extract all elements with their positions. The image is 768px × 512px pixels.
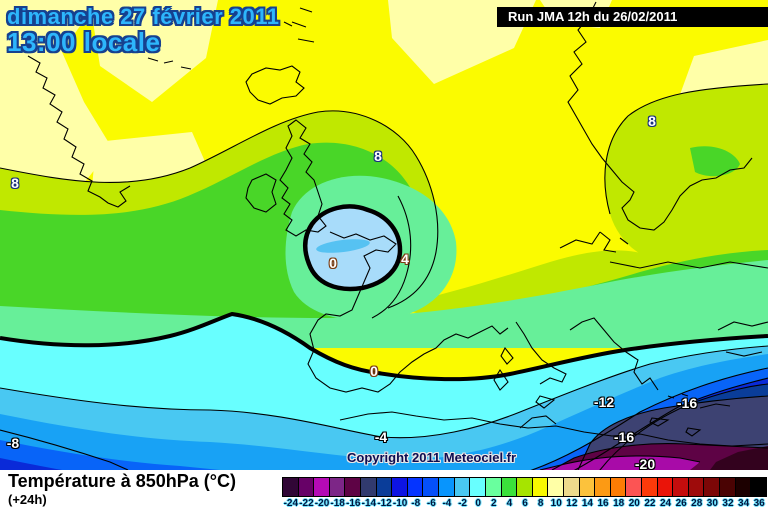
legend-cell xyxy=(594,477,611,497)
legend-value: 14 xyxy=(581,498,593,509)
legend-cell xyxy=(578,477,596,497)
legend-cell xyxy=(672,477,689,497)
legend-cell xyxy=(344,477,362,497)
run-info-box: Run JMA 12h du 26/02/2011 xyxy=(497,7,768,27)
legend-cell xyxy=(469,477,486,497)
legend-value: 18 xyxy=(613,498,625,509)
map-area: dimanche 27 février 2011 13:00 locale Ru… xyxy=(0,0,768,470)
copyright-text: Copyright 2011 Meteociel.fr xyxy=(347,450,517,465)
isotherm-label: -16 xyxy=(676,395,698,411)
legend-cell xyxy=(484,477,502,497)
legend-cell xyxy=(547,477,564,497)
legend-cell xyxy=(375,477,393,497)
legend-cell xyxy=(313,477,330,497)
legend-value: 22 xyxy=(644,498,656,509)
isotherm-label: 8 xyxy=(648,113,656,129)
legend-value: -14 xyxy=(361,498,377,509)
legend-cell xyxy=(391,477,408,497)
legend-cell xyxy=(422,477,440,497)
legend-cell xyxy=(531,477,549,497)
color-scale-cells xyxy=(282,477,767,497)
forecast-offset: (+24h) xyxy=(8,492,47,507)
isotherm-label: 0 xyxy=(329,255,337,271)
legend-cell xyxy=(562,477,580,497)
legend-value: 8 xyxy=(537,498,544,509)
cold-pocket-core xyxy=(316,239,370,253)
legend-cell xyxy=(703,477,721,497)
isotherm-label: -20 xyxy=(634,456,656,470)
footer-bar: Température à 850hPa (°C) (+24h) -24 -22-… xyxy=(0,470,768,512)
legend-cell xyxy=(750,477,767,497)
legend-cell xyxy=(719,477,736,497)
legend-cell xyxy=(609,477,627,497)
legend-cell xyxy=(360,477,377,497)
legend-cell xyxy=(516,477,533,497)
legend-value: 32 xyxy=(722,498,734,509)
legend-value: 6 xyxy=(522,498,528,509)
legend-value: 34 xyxy=(738,498,750,509)
isotherm-label: -8 xyxy=(6,435,20,451)
isotherm-label: -16 xyxy=(613,429,635,445)
time-text: 13:00 locale xyxy=(7,27,161,58)
run-info-text: Run JMA 12h du 26/02/2011 xyxy=(508,9,678,24)
legend-value: -12 xyxy=(377,498,392,509)
temp-band--4 xyxy=(0,354,768,470)
legend-cell xyxy=(656,477,674,497)
isotherm-label: -12 xyxy=(593,394,615,410)
legend-value: 28 xyxy=(691,498,703,509)
legend-value: 36 xyxy=(753,498,765,509)
thin-isotherms xyxy=(0,83,768,470)
legend-value: 0 xyxy=(475,498,481,509)
legend-cell xyxy=(500,477,518,497)
legend-value: 10 xyxy=(550,498,562,509)
date-overlay: dimanche 27 février 2011 13:00 locale xyxy=(7,5,280,56)
legend-value: 4 xyxy=(506,498,513,509)
isotherm-label: -4 xyxy=(374,429,388,445)
legend-cell xyxy=(625,477,643,497)
temp-band--24 xyxy=(710,446,768,470)
legend-value: -20 xyxy=(314,498,330,509)
legend-value: -8 xyxy=(411,498,421,509)
legend-cell xyxy=(641,477,658,497)
isotherm-label: 8 xyxy=(11,175,19,191)
zero-isotherm-thick xyxy=(0,311,768,382)
legend-value: -4 xyxy=(442,498,452,509)
isotherm-label: 4 xyxy=(401,251,409,267)
color-scale: -24 -22 -20 -18 -16 -14 -12 -10 -8 -6 -4 -2 0 2 4 6 8 10 1… xyxy=(282,470,767,512)
legend-value: 12 xyxy=(566,498,578,509)
legend-value: 20 xyxy=(628,498,640,509)
coastlines xyxy=(27,1,768,447)
legend-cell xyxy=(297,477,315,497)
isotherm-label: 0 xyxy=(370,363,378,379)
legend-value: 26 xyxy=(675,498,687,509)
legend-value: -16 xyxy=(346,498,361,509)
legend-cell xyxy=(734,477,752,497)
map-title: Température à 850hPa (°C) xyxy=(8,471,236,491)
color-scale-labels: -24 -22 -20 -18 -16 -14 -12 -10 -8 -6 -4 -2 0 2 4 6 8 10 1… xyxy=(283,498,767,510)
temperature-field-svg xyxy=(0,0,768,470)
legend-value: -18 xyxy=(330,498,345,509)
date-text: dimanche 27 février 2011 xyxy=(7,4,280,29)
legend-value: -24 xyxy=(283,498,299,509)
legend-value: 24 xyxy=(659,498,672,509)
legend-cell xyxy=(687,477,705,497)
legend-value: -6 xyxy=(426,498,436,509)
legend-cell xyxy=(438,477,455,497)
legend-cell xyxy=(406,477,424,497)
legend-value: -22 xyxy=(299,498,314,509)
legend-value: -2 xyxy=(458,498,467,509)
legend-value: 16 xyxy=(597,498,609,509)
legend-value: 30 xyxy=(706,498,718,509)
legend-value: -10 xyxy=(392,498,408,509)
legend-cell xyxy=(282,477,299,497)
isotherm-label: 8 xyxy=(374,148,382,164)
legend-value: 2 xyxy=(490,498,497,509)
legend-cell xyxy=(328,477,346,497)
legend-cell xyxy=(453,477,471,497)
